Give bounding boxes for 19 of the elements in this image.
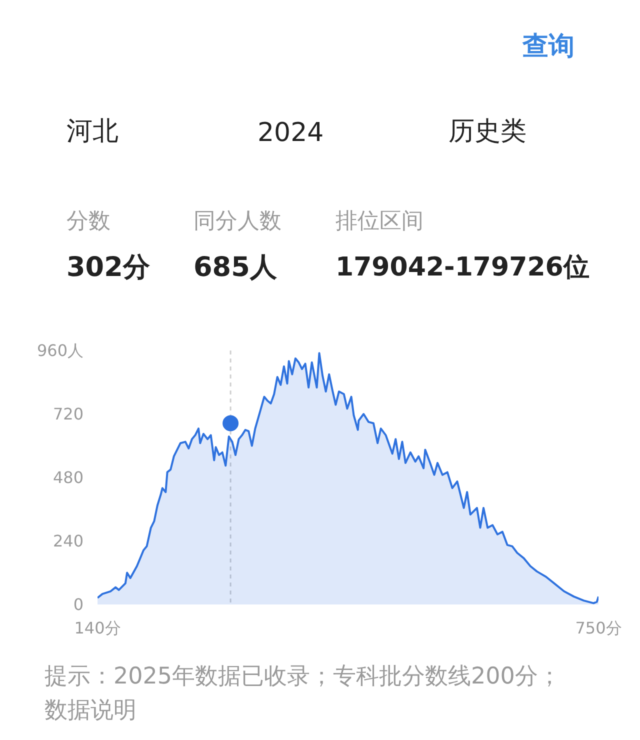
y-tick-label: 240 — [52, 532, 84, 550]
y-tick-label: 480 — [52, 468, 84, 487]
text: 685人 — [194, 252, 278, 283]
text: 提示：2025年数据已收录；专科批分数线200分； — [44, 664, 561, 690]
text: 查询 — [522, 32, 574, 62]
text: 302分 — [66, 252, 151, 283]
y-tick-label: 0 — [73, 595, 84, 614]
y-tick-label: 720 — [52, 404, 84, 424]
text: 同分人数 — [194, 209, 282, 234]
text: 历史类 — [448, 116, 526, 146]
y-tick-label: 960人 — [36, 341, 84, 360]
text: 分数 — [66, 209, 110, 234]
x-tick-label: 750分 — [575, 618, 622, 638]
text: 数据说明 — [44, 698, 136, 724]
text: 179042-179726位 — [336, 252, 590, 282]
x-tick-label: 140分 — [74, 618, 121, 638]
text: 排位区间 — [336, 209, 424, 234]
text: 2024 — [258, 118, 324, 148]
text: 河北 — [66, 116, 118, 146]
